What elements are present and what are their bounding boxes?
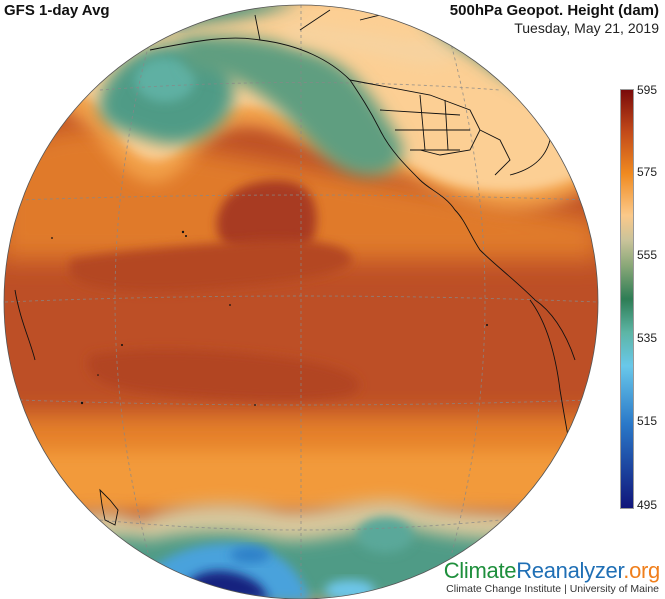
colorbar: [620, 89, 634, 509]
brand-part-climate: Climate: [443, 558, 517, 583]
colorbar-label-555: 555: [637, 248, 658, 262]
map-title: GFS 1-day Avg: [4, 2, 110, 19]
colorbar-label-515: 515: [637, 414, 658, 428]
brand-part-reanalyzer: Reanalyzer: [516, 558, 624, 583]
variable-title: 500hPa Geopot. Height (dam): [449, 2, 659, 19]
brand-subtitle: Climate Change Institute | University of…: [446, 583, 659, 595]
colorbar-label-495: 495: [637, 498, 658, 512]
brand-logo[interactable]: ClimateReanalyzer.org: [443, 558, 661, 584]
colorbar-label-595: 595: [637, 83, 658, 97]
date-label: Tuesday, May 21, 2019: [514, 20, 659, 36]
colorbar-label-535: 535: [637, 331, 658, 345]
globe-map: [3, 4, 599, 599]
brand-part-org: .org: [623, 558, 660, 583]
colorbar-label-575: 575: [637, 165, 658, 179]
